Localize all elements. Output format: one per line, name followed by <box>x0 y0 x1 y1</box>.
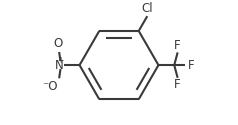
Text: O: O <box>54 37 63 50</box>
Text: ⁻O: ⁻O <box>42 80 58 93</box>
Text: Cl: Cl <box>141 2 153 16</box>
Text: +: + <box>57 56 64 65</box>
Text: F: F <box>188 59 195 72</box>
Text: N: N <box>55 59 64 72</box>
Text: F: F <box>174 78 181 92</box>
Text: F: F <box>174 39 181 52</box>
